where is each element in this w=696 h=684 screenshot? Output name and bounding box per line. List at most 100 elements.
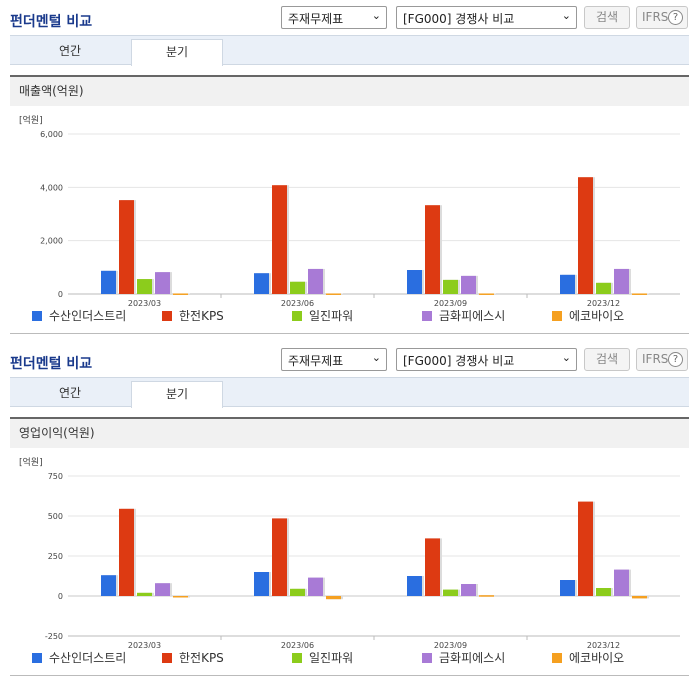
bar (137, 592, 152, 596)
bar (272, 185, 287, 294)
tab-quarterly[interactable]: 분기 (131, 39, 223, 66)
legend-swatch (552, 653, 562, 663)
bar (560, 580, 575, 596)
fundamental-panel-operating-profit: 펀더멘털 비교 주재무제표 ⌄ [FG000] 경쟁사 비교 ⌄ 검색 IFRS? … (0, 342, 696, 684)
tab-annual[interactable]: 연간 (58, 44, 82, 58)
bar (578, 177, 593, 294)
compare-select-value: [FG000] 경쟁사 비교 (403, 12, 515, 26)
revenue-chart: [억원] 0 2,000 4,000 6,000 2023/03 2023/06 2023/0… (19, 114, 680, 306)
search-button[interactable]: 검색 (584, 6, 630, 29)
indicator-select[interactable]: 주재무제표 ⌄ (281, 6, 387, 29)
ifrs-label: IFRS (642, 10, 669, 24)
x-tick-label: 2023/06 (281, 299, 314, 306)
bar (479, 595, 494, 597)
help-icon[interactable]: ? (668, 352, 683, 367)
legend-swatch (162, 653, 172, 663)
y-tick-label: 0 (58, 290, 63, 299)
bar (290, 281, 305, 294)
y-tick-label: 6,000 (40, 130, 63, 139)
legend-swatch (422, 653, 432, 663)
legend-label: 에코바이오 (569, 651, 625, 665)
help-icon[interactable]: ? (668, 10, 683, 25)
bar (290, 588, 305, 596)
section-title: 영업이익(억원) (10, 417, 689, 448)
legend-swatch (162, 311, 172, 321)
bar (632, 293, 647, 295)
chart-box: [억원] -250 0 250 500 750 2023/03 2023/06 2023/09 2… (10, 448, 689, 676)
x-tick-label: 2023/06 (281, 641, 314, 648)
legend-label: 에코바이오 (569, 309, 625, 323)
tab-quarterly[interactable]: 분기 (131, 381, 223, 408)
chart-legend: 수산인더스트리 한전KPS 일진파워 금화피에스시 에코바이오 (10, 308, 689, 326)
chart-box: [억원] 0 2,000 4,000 6,000 2023/03 2023/06 2023/0… (10, 106, 689, 334)
panel-title: 펀더멘털 비교 (10, 356, 93, 372)
indicator-select[interactable]: 주재무제표 ⌄ (281, 348, 387, 371)
period-tabs: 연간 분기 (10, 377, 689, 408)
legend-label: 금화피에스시 (439, 309, 506, 323)
bar (101, 575, 116, 596)
bar (326, 596, 341, 600)
operating-profit-chart: [억원] -250 0 250 500 750 2023/03 2023/06 2023/09 2… (19, 456, 680, 648)
bar (461, 584, 476, 596)
chevron-down-icon: ⌄ (561, 9, 571, 22)
bar (155, 272, 170, 294)
bar (560, 274, 575, 294)
bar (254, 572, 269, 596)
bar (155, 583, 170, 596)
ifrs-button[interactable]: IFRS? (636, 348, 688, 371)
bar (479, 293, 494, 295)
bar (326, 293, 341, 295)
legend-swatch (422, 311, 432, 321)
y-tick-label: 250 (48, 552, 63, 561)
legend-label: 한전KPS (179, 651, 224, 665)
compare-select[interactable]: [FG000] 경쟁사 비교 ⌄ (396, 348, 577, 371)
bar (173, 293, 188, 295)
section-title: 매출액(억원) (10, 75, 689, 106)
bar (101, 270, 116, 294)
bar (119, 508, 134, 596)
bar (407, 576, 422, 596)
x-tick-label: 2023/03 (128, 299, 161, 306)
y-tick-label: -250 (45, 632, 63, 641)
compare-select-value: [FG000] 경쟁사 비교 (403, 354, 515, 368)
tab-annual[interactable]: 연간 (58, 386, 82, 400)
x-tick-label: 2023/12 (587, 299, 620, 306)
indicator-select-value: 주재무제표 (288, 354, 344, 368)
bar (119, 200, 134, 294)
fundamental-panel-revenue: 펀더멘털 비교 주재무제표 ⌄ [FG000] 경쟁사 비교 ⌄ 검색 IFRS? … (0, 0, 696, 340)
y-tick-label: 0 (58, 592, 63, 601)
legend-swatch (292, 653, 302, 663)
ifrs-button[interactable]: IFRS? (636, 6, 688, 29)
bar (425, 538, 440, 596)
bar (614, 569, 629, 596)
legend-label: 금화피에스시 (439, 651, 506, 665)
chevron-down-icon: ⌄ (371, 9, 381, 22)
panel-title: 펀더멘털 비교 (10, 14, 93, 30)
bar (308, 577, 323, 596)
x-tick-label: 2023/09 (434, 299, 467, 306)
legend-swatch (292, 311, 302, 321)
y-tick-label: 2,000 (40, 237, 63, 246)
ifrs-label: IFRS (642, 352, 669, 366)
y-tick-label: 500 (48, 512, 63, 521)
compare-select[interactable]: [FG000] 경쟁사 비교 ⌄ (396, 6, 577, 29)
unit-label: [억원] (19, 114, 43, 126)
bar (173, 596, 188, 598)
x-tick-label: 2023/12 (587, 641, 620, 648)
bar (443, 589, 458, 596)
y-tick-label: 4,000 (40, 183, 63, 192)
legend-label: 일진파워 (309, 651, 354, 665)
bar (596, 282, 611, 294)
x-tick-label: 2023/03 (128, 641, 161, 648)
bar (632, 596, 647, 599)
bar (443, 279, 458, 294)
legend-swatch (32, 311, 42, 321)
legend-swatch (552, 311, 562, 321)
chart-legend: 수산인더스트리 한전KPS 일진파워 금화피에스시 에코바이오 (10, 650, 689, 668)
chevron-down-icon: ⌄ (371, 351, 381, 364)
bar (614, 268, 629, 294)
bar (461, 275, 476, 294)
bar (596, 588, 611, 596)
bar (137, 279, 152, 294)
search-button[interactable]: 검색 (584, 348, 630, 371)
